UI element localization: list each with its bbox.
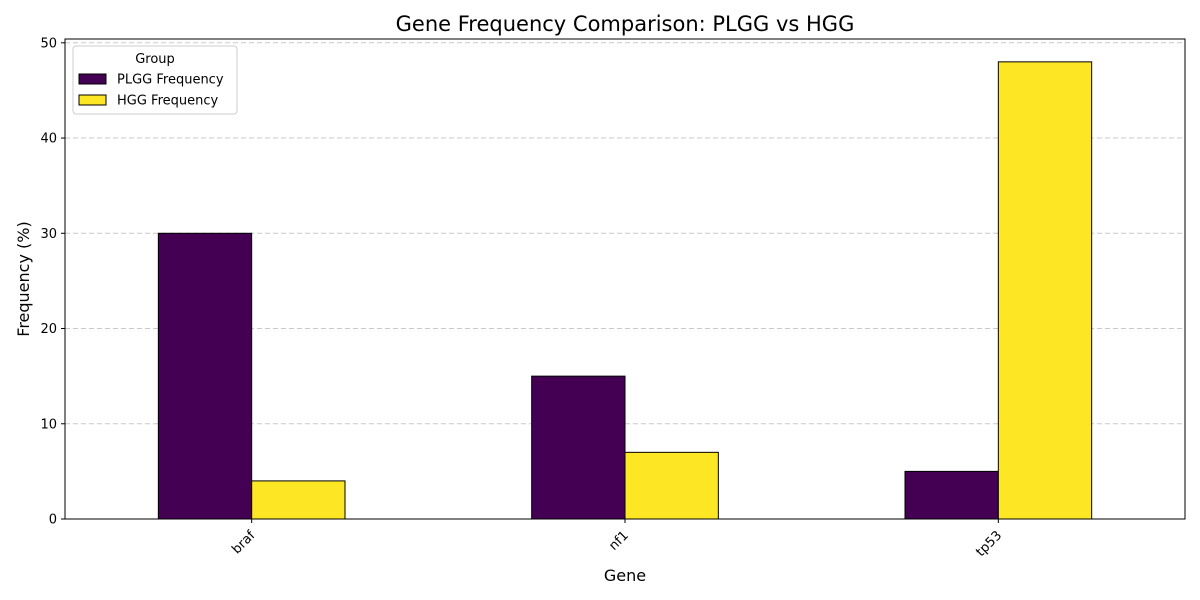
bar-tp53-hgg-frequency bbox=[997, 61, 1093, 520]
y-tick-label: 20 bbox=[40, 322, 57, 337]
legend-box bbox=[72, 45, 238, 115]
y-tick-label: 50 bbox=[40, 36, 57, 51]
legend-label: HGG Frequency bbox=[117, 94, 219, 109]
bar-braf-hgg-frequency bbox=[251, 480, 346, 520]
legend-label: PLGG Frequency bbox=[117, 73, 224, 88]
y-tick-label: 10 bbox=[40, 417, 57, 432]
y-axis-title: Frequency (%) bbox=[14, 221, 33, 336]
bar-nf1-hgg-frequency bbox=[624, 451, 719, 520]
legend-swatch bbox=[78, 94, 107, 106]
chart-title: Gene Frequency Comparison: PLGG vs HGG bbox=[396, 12, 855, 36]
bars bbox=[157, 61, 1093, 520]
bar-braf-plgg-frequency bbox=[157, 232, 253, 520]
y-tick-label: 40 bbox=[40, 132, 57, 147]
bar-tp53-plgg-frequency bbox=[904, 470, 999, 520]
x-axis-title: Gene bbox=[604, 566, 646, 585]
y-axis: 0 10 20 30 40 50 bbox=[40, 36, 65, 528]
bar-nf1-plgg-frequency bbox=[531, 375, 626, 520]
y-tick-label: 30 bbox=[40, 227, 57, 242]
y-tick-label: 0 bbox=[49, 513, 57, 528]
legend: Group PLGG Frequency HGG Frequency bbox=[72, 45, 238, 115]
legend-title: Group bbox=[135, 52, 175, 67]
legend-swatch bbox=[78, 73, 107, 85]
